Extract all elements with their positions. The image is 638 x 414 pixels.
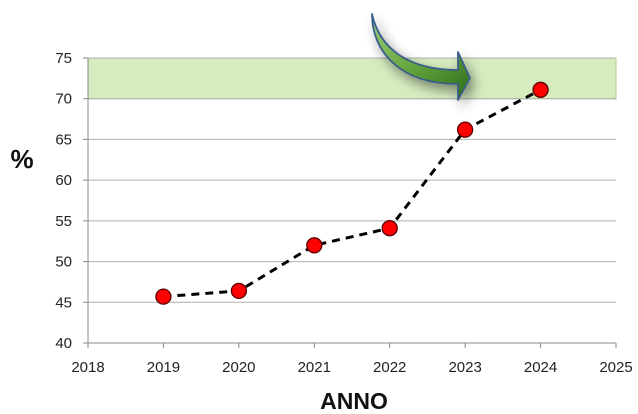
data-points [155, 81, 549, 305]
x-tick-label: 2018 [71, 359, 104, 376]
y-tick-label: 50 [55, 254, 72, 271]
y-tick-label: 60 [55, 172, 72, 189]
data-point [456, 121, 474, 138]
y-tick-label: 65 [55, 131, 72, 148]
x-axis-title: ANNO [320, 388, 388, 414]
curved-arrow-icon [371, 13, 471, 101]
x-tick-label: 2025 [599, 359, 632, 376]
x-tick-label: 2024 [524, 359, 557, 376]
y-axis-title: % [10, 144, 33, 174]
x-tick-label: 2020 [222, 359, 255, 376]
y-tick-label: 55 [55, 213, 72, 230]
target-band [87, 57, 617, 100]
x-tick-label: 2021 [298, 359, 331, 376]
y-tick-label: 75 [55, 50, 72, 67]
tick-labels: 40 45 50 55 60 65 70 75 2018 2019 2020 2021 2022 2023… [55, 50, 632, 376]
data-point [155, 288, 172, 305]
x-tick-label: 2022 [373, 359, 406, 376]
x-tick-label: 2019 [147, 359, 180, 376]
series-line [163, 88, 542, 299]
data-point [381, 220, 398, 237]
data-point [230, 282, 248, 300]
y-tick-label: 40 [55, 335, 72, 352]
y-tick-label: 45 [55, 294, 72, 311]
data-point [532, 81, 549, 98]
x-tick-label: 2023 [448, 359, 481, 376]
data-point [306, 237, 323, 254]
y-tick-label: 70 [55, 91, 72, 108]
axes [83, 57, 617, 348]
